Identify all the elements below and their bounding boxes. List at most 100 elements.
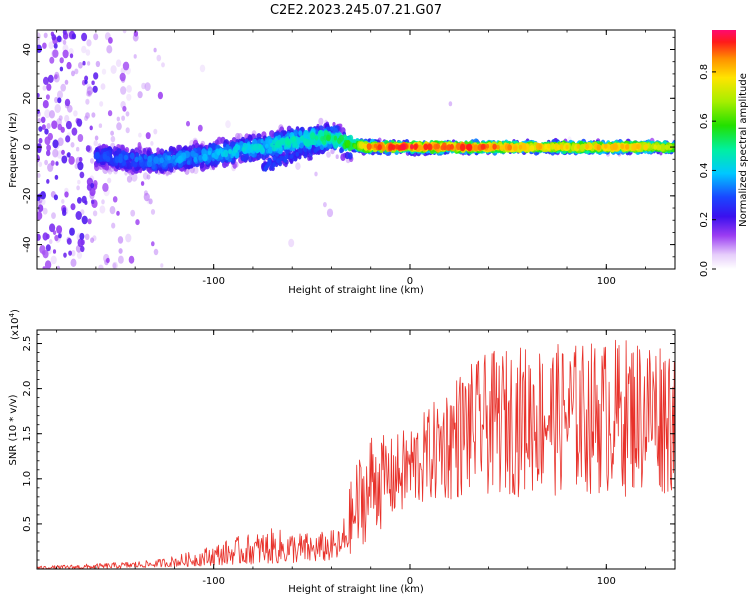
spectrogram-cell [295,151,300,157]
spectrogram-cell [52,148,59,158]
spectrogram-cell [107,110,113,117]
spectrogram-cell [314,171,318,177]
spectrogram-cell [60,126,65,133]
spectrogram-cell [147,155,153,163]
spectrogram-cell [529,145,535,152]
spectrogram-cell [46,179,50,184]
spectrogram-cell [77,238,84,248]
spectrogram-cell [65,135,71,143]
spectrogram-cell [78,157,83,162]
spectrogram-cell [51,34,57,41]
spectrogram-cell [326,208,334,218]
spectrogram-cell [133,30,139,37]
snr-y-tick-label: 1.5 [22,426,33,442]
spectrogram-cell [150,209,156,215]
spectrogram-cell [197,124,203,132]
spectrogram-cell [186,160,191,165]
spectrogram-cell [37,44,42,53]
spectrogram-cell [130,209,136,217]
spectrogram-cell [46,144,51,152]
spectrogram-cell [565,144,569,150]
spectrogram-cell [65,120,72,130]
spectrogram-frame [36,29,676,270]
spectrogram-cell [109,206,116,215]
spectrogram-cell [348,134,354,142]
spectrogram-cell [153,156,159,164]
spectrogram-cell [151,163,156,170]
spectrogram-cell [499,145,504,152]
spectrogram-cell [74,68,79,75]
spectrogram-cell [73,110,78,117]
spectrogram-cell [110,130,114,136]
spectrogram-cell [134,156,139,163]
spectrogram-cell [125,233,132,243]
spectrogram-y-tick-label: -20 [22,188,33,204]
spectrogram-cell [335,154,339,159]
spectrogram-cell [120,86,127,95]
spectrogram-cell [98,264,104,269]
spectrogram-cell [248,156,253,163]
spectrogram-cell [659,143,665,152]
spectrogram-cell [137,91,143,99]
spectrogram-cell [120,144,125,151]
spectrogram-heatmap [37,30,675,269]
spectrogram-cell [59,66,64,72]
spectrogram-cell [135,219,140,226]
spectrogram-cell [410,144,414,150]
spectrogram-cell [178,155,183,162]
spectrogram-cell [118,157,123,164]
spectrogram-cell [279,155,284,161]
spectrogram-cell [143,192,150,202]
spectrogram-cell [326,151,331,158]
spectrogram-cell [94,151,100,160]
spectrogram-cell [85,112,90,119]
spectrogram-cell [656,144,661,151]
spectrogram-cell [122,105,127,112]
spectrogram-cell [76,185,80,191]
spectrogram-cell [347,152,353,160]
spectrogram-cell [315,129,319,135]
spectrogram-cell [521,142,527,150]
spectrogram-cell [91,80,95,86]
spectrogram-cell [70,203,76,211]
spectrogram-cell [61,209,67,216]
spectrogram-cell [318,117,324,126]
spectrogram-cell [43,76,49,85]
spectrogram-cell [44,109,51,119]
spectrogram-cell [37,93,40,98]
spectrogram-cell [122,30,127,34]
spectrogram-cell [620,143,625,150]
spectrogram-cell [42,266,46,269]
spectrogram-cell [303,129,309,138]
spectrogram-cell [41,124,46,130]
spectrogram-cell [60,83,66,92]
spectrogram-cell [61,149,65,155]
spectrogram-cell [98,123,103,128]
colorbar-tick-label: 0.6 [699,113,710,129]
spectrogram-cell [144,82,151,91]
spectrogram-cell [69,53,74,59]
spectrogram-cell [298,130,303,136]
spectrogram-cell [37,118,42,124]
spectrogram-cell [75,211,82,220]
spectrogram-cell [77,179,81,185]
spectrogram-cell [588,144,593,150]
spectrogram-cell [119,72,126,82]
spectrogram-cell [93,72,99,80]
spectrogram-cell [42,85,47,91]
spectrogram-cell [283,157,288,163]
spectrogram-cell [333,135,337,141]
spectrogram-cell [64,98,71,107]
spectrogram-cell [228,148,232,154]
spectrogram-cell [625,144,630,150]
spectrogram-cell [38,126,43,132]
spectrogram-cell [366,143,372,151]
snr-y-tick-label: 2.0 [22,381,33,397]
spectrogram-cell [326,134,331,142]
spectrogram-cell [45,94,50,100]
spectrogram-cell [68,48,74,56]
spectrogram-cell [84,75,89,82]
spectrogram-cell [289,154,294,160]
spectrogram-cell [84,79,88,85]
spectrogram-cell [320,136,325,142]
